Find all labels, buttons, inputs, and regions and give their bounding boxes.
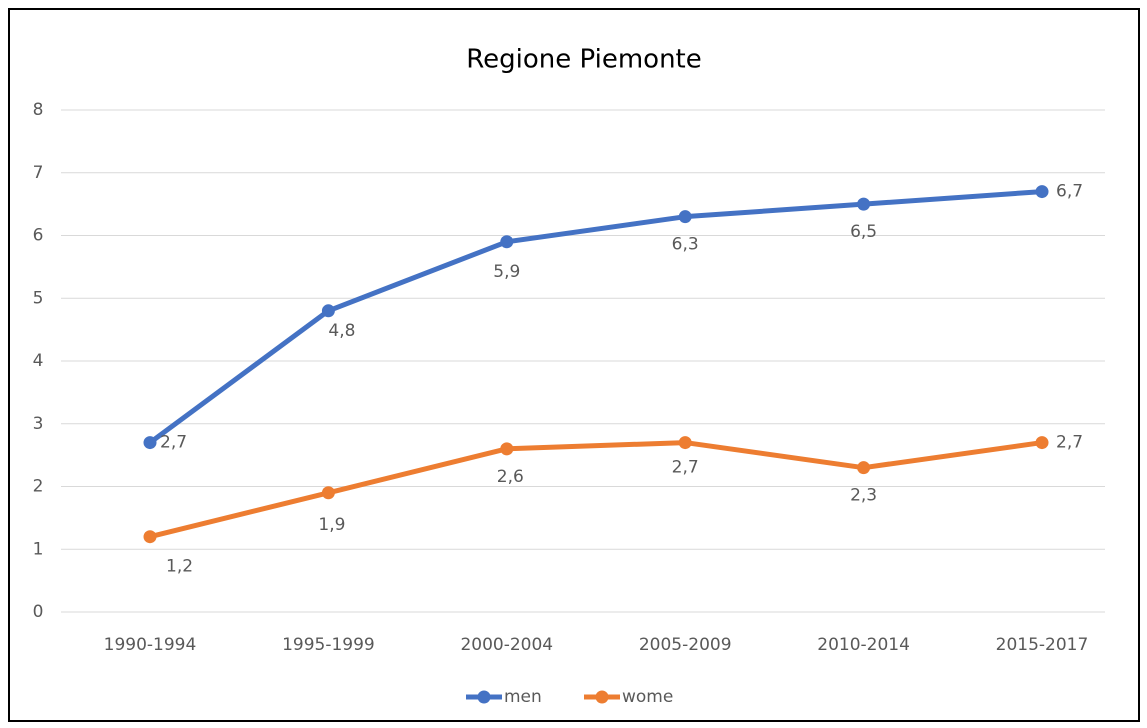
- data-point: [857, 461, 871, 475]
- data-label: 1,2: [166, 557, 193, 577]
- data-label: 5,9: [493, 262, 520, 282]
- data-point: [500, 235, 514, 249]
- data-label: 2,7: [672, 458, 699, 478]
- data-point: [321, 304, 335, 318]
- chart-border: [8, 8, 1140, 722]
- y-tick-label: 6: [33, 226, 44, 246]
- data-point: [1035, 185, 1049, 199]
- data-label: 2,7: [160, 433, 187, 453]
- data-point: [1035, 436, 1049, 450]
- data-point: [678, 210, 692, 224]
- legend-label: men: [504, 687, 542, 707]
- data-label: 4,8: [328, 321, 355, 341]
- x-tick-label: 2010-2014: [817, 635, 910, 655]
- data-point: [143, 530, 157, 544]
- data-point: [500, 442, 514, 456]
- legend-marker: [595, 690, 609, 704]
- y-tick-label: 7: [33, 163, 44, 183]
- data-label: 6,7: [1056, 182, 1083, 202]
- data-point: [143, 436, 157, 450]
- x-tick-label: 1990-1994: [104, 635, 197, 655]
- legend-label: wome: [622, 687, 673, 707]
- y-tick-label: 5: [33, 288, 44, 308]
- data-label: 2,7: [1056, 433, 1083, 453]
- y-tick-label: 2: [33, 477, 44, 497]
- legend-marker: [477, 690, 491, 704]
- data-point: [321, 486, 335, 500]
- data-label: 6,3: [672, 235, 699, 255]
- x-tick-label: 2005-2009: [639, 635, 732, 655]
- data-label: 1,9: [318, 515, 345, 535]
- y-tick-label: 1: [33, 539, 44, 559]
- series-line: [149, 440, 1043, 540]
- y-tick-label: 4: [33, 351, 44, 371]
- y-tick-label: 3: [33, 414, 44, 434]
- y-tick-label: 8: [33, 100, 44, 120]
- x-tick-label: 2000-2004: [460, 635, 553, 655]
- y-tick-label: 0: [33, 602, 44, 622]
- data-point: [857, 197, 871, 211]
- x-tick-label: 2015-2017: [996, 635, 1089, 655]
- series-line: [148, 189, 1043, 445]
- chart-title: Regione Piemonte: [466, 45, 702, 75]
- data-label: 2,3: [850, 486, 877, 506]
- data-label: 6,5: [850, 222, 877, 242]
- data-label: 2,6: [497, 467, 524, 487]
- x-tick-label: 1995-1999: [282, 635, 375, 655]
- data-point: [678, 436, 692, 450]
